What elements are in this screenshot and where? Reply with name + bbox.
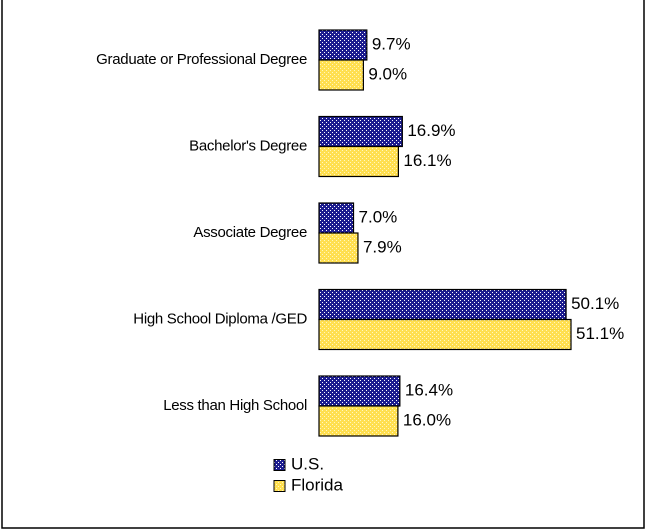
category-label: Graduate or Professional Degree bbox=[96, 51, 307, 68]
value-label: 50.1% bbox=[571, 294, 619, 313]
bar bbox=[318, 29, 368, 61]
value-label: 16.9% bbox=[407, 121, 455, 140]
bar bbox=[318, 59, 364, 91]
value-label: 51.1% bbox=[576, 324, 624, 343]
legend-swatch bbox=[273, 480, 286, 492]
bar bbox=[318, 145, 399, 178]
category-label: Less than High School bbox=[163, 397, 307, 414]
bar bbox=[318, 405, 399, 437]
value-label: 16.4% bbox=[405, 380, 453, 399]
legend-label: U.S. bbox=[291, 454, 324, 473]
legend-label: Florida bbox=[291, 475, 344, 494]
bar bbox=[318, 232, 359, 264]
value-label: 16.0% bbox=[403, 410, 451, 429]
bar bbox=[318, 115, 403, 148]
legend-swatch bbox=[273, 459, 286, 471]
category-label: Bachelor's Degree bbox=[189, 137, 307, 154]
value-label: 9.0% bbox=[368, 64, 407, 83]
category-label: High School Diploma /GED bbox=[133, 310, 307, 327]
value-label: 7.9% bbox=[363, 237, 402, 256]
value-label: 9.7% bbox=[372, 34, 411, 53]
bar bbox=[318, 318, 572, 351]
bar bbox=[318, 202, 355, 234]
value-label: 16.1% bbox=[403, 151, 451, 170]
bar bbox=[318, 288, 567, 321]
category-label: Associate Degree bbox=[193, 224, 307, 241]
bar bbox=[318, 375, 401, 407]
value-label: 7.0% bbox=[359, 207, 398, 226]
